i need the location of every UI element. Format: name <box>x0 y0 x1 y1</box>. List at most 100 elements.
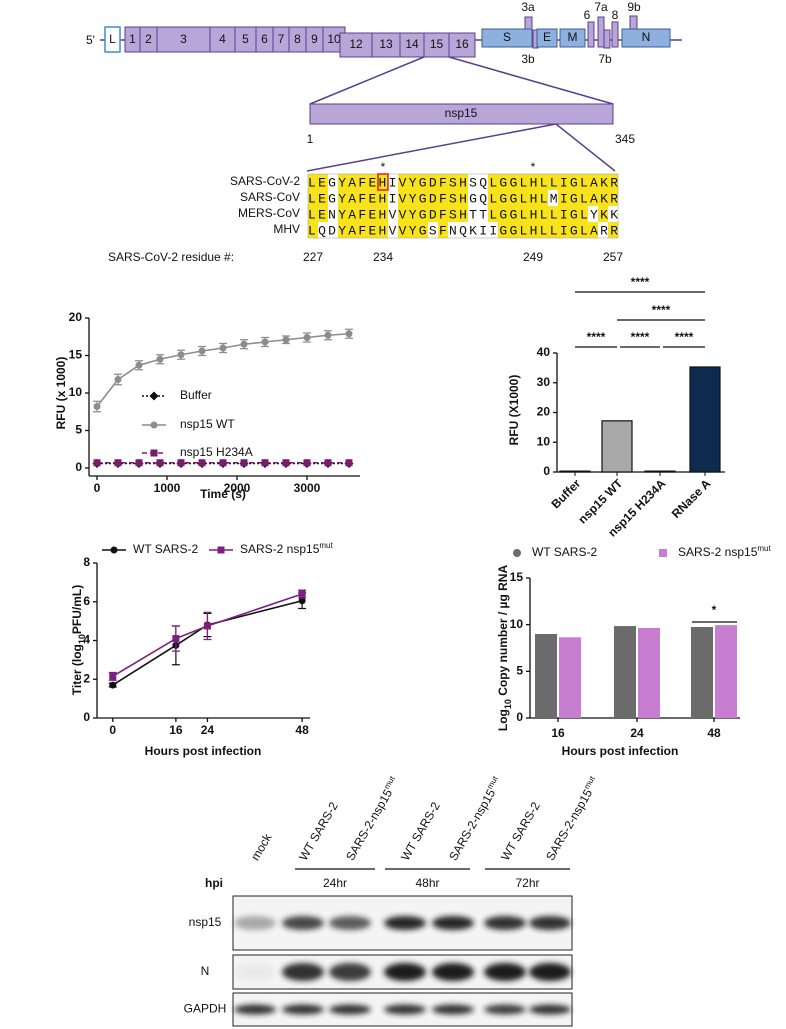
blot-band <box>529 963 571 981</box>
residue-highlight <box>568 206 578 222</box>
residue-highlight <box>498 206 508 222</box>
blot-band <box>329 963 371 981</box>
nsp-label: 16 <box>455 37 469 51</box>
data-point <box>240 340 248 348</box>
y-axis-label: Titer (log10PFU/mL) <box>70 585 87 695</box>
accessory-box <box>603 29 611 49</box>
residue-highlight <box>548 174 558 190</box>
text-part: RFU (X1000) <box>507 375 521 446</box>
text-part: Buffer <box>180 388 212 402</box>
residue-highlight <box>378 222 388 238</box>
blot-band <box>529 1004 571 1015</box>
sequence-name: SARS-CoV-2 <box>230 174 300 188</box>
residue-highlight <box>448 174 458 190</box>
bar <box>559 637 581 718</box>
data-point <box>198 347 206 355</box>
y-tick-label: 40 <box>537 345 551 359</box>
blot-band <box>432 963 474 981</box>
y-tick-label: 5 <box>516 664 523 678</box>
nsp-box <box>423 32 450 58</box>
residue-highlight <box>578 222 588 238</box>
nsp-label: 5 <box>242 32 249 46</box>
data-point <box>282 336 290 344</box>
leader-label: L <box>109 32 116 46</box>
bar <box>715 625 737 718</box>
data-point <box>240 459 248 467</box>
legend-marker <box>150 421 158 429</box>
data-point <box>303 459 311 467</box>
series-line <box>112 600 303 686</box>
structural-label: M <box>568 30 578 44</box>
x-axis-label: Hours post infection <box>562 744 679 758</box>
residue-highlight <box>568 174 578 190</box>
residue-highlight <box>528 174 538 190</box>
text-part: SARS-2-nsp15 <box>446 786 498 863</box>
blot-band <box>282 1004 324 1015</box>
residue-highlight <box>578 206 588 222</box>
residue-highlight <box>548 222 558 238</box>
x-tick-label: Buffer <box>548 476 583 511</box>
residue-highlight <box>538 222 548 238</box>
text-part: WT SARS-2 <box>296 799 341 863</box>
text-part: nsp15 H234A <box>180 445 253 459</box>
legend-label: SARS-2 nsp15mut <box>240 541 334 557</box>
blot-band <box>484 1004 526 1015</box>
lane-label: SARS-2-nsp15mut <box>342 774 403 863</box>
residue-highlight <box>308 222 318 238</box>
bar <box>614 626 636 718</box>
significance-label: **** <box>631 330 650 344</box>
text-part: mut <box>757 544 771 553</box>
sequence-name: MERS-CoV <box>238 206 300 220</box>
data-point <box>135 361 143 369</box>
blot-band <box>234 916 276 930</box>
nsp15-box <box>309 103 614 125</box>
blot-band <box>484 916 526 930</box>
residue-highlight <box>548 206 558 222</box>
blot-band <box>234 1004 276 1015</box>
y-axis-label: RFU (X1000) <box>507 375 521 446</box>
residue-highlight <box>418 190 428 206</box>
data-point <box>261 338 269 346</box>
blot-band <box>484 963 526 981</box>
residue-highlight <box>588 190 598 206</box>
residue-highlight <box>518 222 528 238</box>
residue-number: 257 <box>603 250 623 264</box>
text-part: nsp15 WT <box>180 417 235 431</box>
residue-number: 234 <box>373 250 393 264</box>
nsp-label: 1 <box>129 32 136 46</box>
legend-marker <box>513 549 521 557</box>
y-tick-label: 30 <box>537 375 551 389</box>
residue-highlight <box>418 222 428 238</box>
accessory-label: 8 <box>612 8 619 22</box>
nsp15-end: 345 <box>615 132 635 146</box>
y-tick-label: 0 <box>543 464 550 478</box>
y-tick-label: 15 <box>69 348 83 362</box>
residue-highlight <box>558 190 568 206</box>
residue-highlight <box>498 190 508 206</box>
residue-highlight <box>538 190 548 206</box>
sequence: LEGYAFEHIVYGDFSHSQLGGLHLLIGLAKR <box>308 175 618 190</box>
leader-box <box>104 26 121 53</box>
residue-highlight <box>518 190 528 206</box>
nsp-label: 14 <box>405 37 419 51</box>
blot-band <box>384 916 426 930</box>
data-point <box>219 459 227 467</box>
data-point <box>303 334 311 341</box>
text-part: Log <box>496 709 510 731</box>
y-tick-label: 0 <box>83 710 90 724</box>
blot-band <box>329 916 371 930</box>
text-part: WT SARS-2 <box>498 799 543 863</box>
residue-highlight <box>558 174 568 190</box>
sequence: LEGYAFEHIVYGDFSHGQLGGLHLMIGLAKR <box>308 191 618 206</box>
data-point <box>109 681 117 689</box>
data-point <box>156 355 164 363</box>
residue-highlight <box>498 222 508 238</box>
residue-highlight <box>308 190 318 206</box>
text-part: PFU/mL) <box>70 585 84 634</box>
residue-highlight <box>348 174 358 190</box>
nsp-label: 8 <box>294 32 301 46</box>
residue-highlight <box>398 190 408 206</box>
nsp15-start: 1 <box>307 132 314 146</box>
nsp-label: 6 <box>261 32 268 46</box>
